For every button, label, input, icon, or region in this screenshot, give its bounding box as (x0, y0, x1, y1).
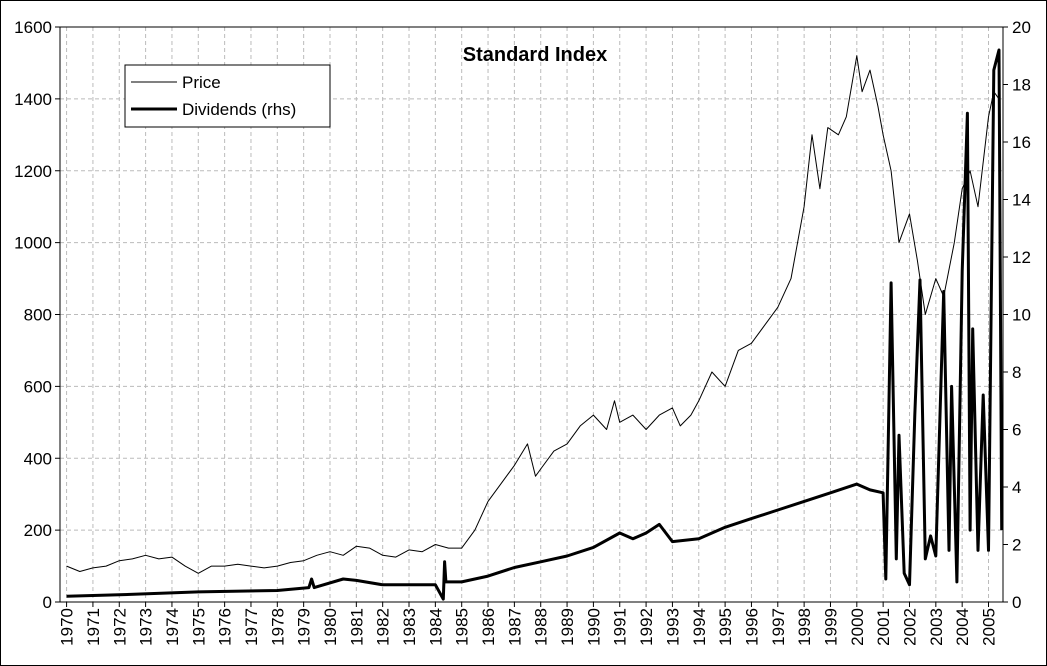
x-tick-label: 2004 (953, 608, 972, 646)
x-tick-label: 1990 (584, 608, 603, 646)
y-tick-label: 1200 (14, 162, 52, 181)
series-line (66, 55, 1000, 574)
y2-tick-label: 16 (1012, 133, 1031, 152)
y2-tick-label: 20 (1012, 18, 1031, 37)
x-tick-label: 1974 (163, 608, 182, 646)
y-tick-label: 0 (43, 593, 52, 612)
x-tick-label: 1982 (374, 608, 393, 646)
y2-tick-label: 10 (1012, 306, 1031, 325)
x-tick-label: 2003 (927, 608, 946, 646)
y2-tick-label: 6 (1012, 421, 1021, 440)
x-tick-label: 1992 (637, 608, 656, 646)
legend: Price Dividends (rhs) (124, 64, 331, 128)
x-tick-label: 1971 (84, 608, 103, 646)
x-tick-label: 1987 (505, 608, 524, 646)
legend-label: Dividends (rhs) (182, 100, 296, 119)
chart-title: Standard Index (463, 44, 607, 66)
x-tick-label: 1977 (242, 608, 261, 646)
x-tick-label: 1995 (716, 608, 735, 646)
x-tick-label: 1975 (189, 608, 208, 646)
y-tick-label: 800 (24, 306, 52, 325)
y-tick-label: 1400 (14, 90, 52, 109)
y2-tick-label: 0 (1012, 593, 1021, 612)
series-line (66, 48, 1004, 601)
x-tick-label: 1983 (400, 608, 419, 646)
x-tick-label: 1994 (690, 608, 709, 646)
x-tick-label: 1989 (558, 608, 577, 646)
y-tick-label: 200 (24, 521, 52, 540)
x-tick-label: 1998 (795, 608, 814, 646)
legend-label: Price (182, 73, 221, 92)
x-tick-label: 1979 (295, 608, 314, 646)
x-tick-label: 2000 (848, 608, 867, 646)
x-tick-label: 1986 (479, 608, 498, 646)
y-tick-label: 600 (24, 377, 52, 396)
y-tick-label: 1600 (14, 18, 52, 37)
y2-tick-label: 14 (1012, 191, 1031, 210)
legend-box (124, 64, 331, 128)
x-tick-label: 1980 (321, 608, 340, 646)
x-tick-label: 2005 (980, 608, 999, 646)
x-tick-label: 1984 (426, 608, 445, 646)
plot (66, 48, 1004, 601)
x-tick-label: 2001 (874, 608, 893, 646)
x-tick-label: 1978 (268, 608, 287, 646)
y2-tick-label: 2 (1012, 536, 1021, 555)
x-tick-label: 1993 (663, 608, 682, 646)
y-tick-label: 1000 (14, 234, 52, 253)
x-tick-label: 1985 (453, 608, 472, 646)
x-tick-label: 1997 (769, 608, 788, 646)
y-tick-label: 400 (24, 449, 52, 468)
x-tick-label: 1999 (821, 608, 840, 646)
x-tick-label: 1973 (137, 608, 156, 646)
y2-tick-label: 8 (1012, 363, 1021, 382)
x-tick-label: 1970 (58, 608, 77, 646)
x-tick-label: 1981 (347, 608, 366, 646)
y2-tick-label: 4 (1012, 478, 1021, 497)
x-tick-label: 1996 (742, 608, 761, 646)
y2-tick-label: 18 (1012, 76, 1031, 95)
y2-tick-label: 12 (1012, 248, 1031, 267)
x-tick-label: 1972 (110, 608, 129, 646)
x-tick-label: 1976 (216, 608, 235, 646)
x-tick-label: 2002 (900, 608, 919, 646)
x-tick-label: 1988 (532, 608, 551, 646)
x-tick-label: 1991 (611, 608, 630, 646)
